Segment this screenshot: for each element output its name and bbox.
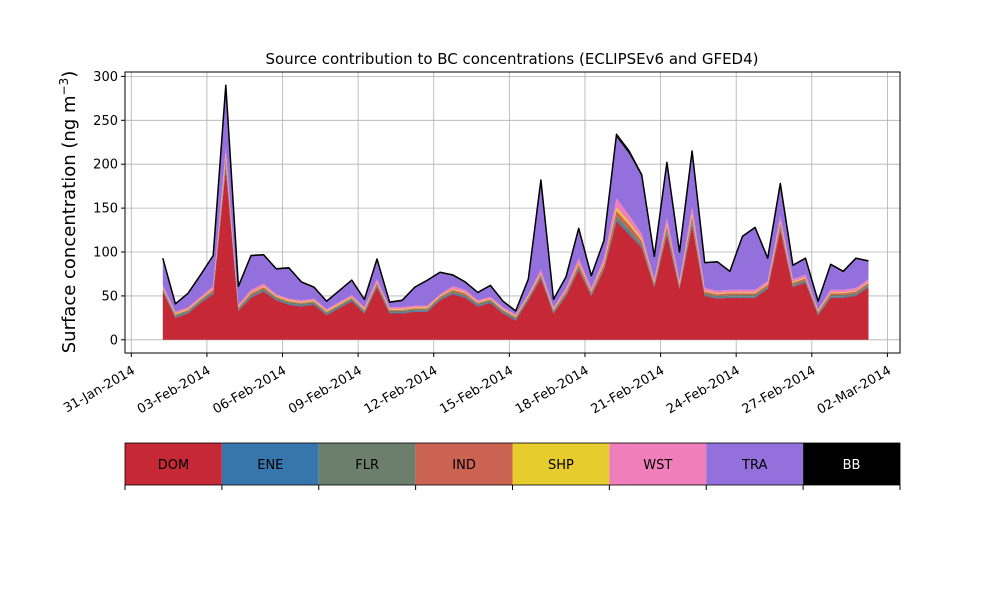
plot-frame xyxy=(124,71,901,354)
y-axis-label: Surface concentration (ng m−3) xyxy=(57,71,80,354)
source-legend: DOM ENE FLR IND SHP WST TRA BB xyxy=(124,442,901,490)
x-tick-label: 18-Feb-2014 xyxy=(513,363,592,417)
x-tick-label: 09-Feb-2014 xyxy=(286,363,365,417)
legend-label-ind: IND xyxy=(452,458,476,473)
y-tick-label: 150 xyxy=(93,202,118,217)
x-tick-label: 12-Feb-2014 xyxy=(362,363,441,417)
y-tick-label: 0 xyxy=(110,333,118,348)
y-axis-label-exponent: −3 xyxy=(57,78,71,96)
x-tick-label: 02-Mar-2014 xyxy=(815,363,894,417)
legend-label-tra: TRA xyxy=(741,458,767,473)
x-tick-label: 21-Feb-2014 xyxy=(589,363,668,417)
y-tick-label: 50 xyxy=(101,289,118,304)
legend-swatch-flr xyxy=(318,443,416,485)
y-tick-label: 100 xyxy=(93,246,118,261)
legend-swatch-bb xyxy=(803,443,900,485)
y-axis-label-close: ) xyxy=(59,71,80,78)
legend-swatch-wst xyxy=(609,443,707,485)
area-tra xyxy=(162,86,869,315)
x-tick-label: 27-Feb-2014 xyxy=(740,363,819,417)
legend-label-dom: DOM xyxy=(158,458,189,473)
y-tick-label: 200 xyxy=(93,158,118,173)
x-tick-label: 24-Feb-2014 xyxy=(664,363,743,417)
legend-swatch-tra xyxy=(706,443,804,485)
stacked-areas xyxy=(162,84,869,340)
area-dom xyxy=(162,168,869,340)
x-tick-label: 31-Jan-2014 xyxy=(61,363,138,416)
chart-title: Source contribution to BC concentrations… xyxy=(265,50,758,68)
legend-swatch-shp xyxy=(512,443,610,485)
legend-label-bb: BB xyxy=(843,458,861,473)
legend-label-ene: ENE xyxy=(257,458,283,473)
total-line xyxy=(162,84,869,312)
y-tick-label: 250 xyxy=(93,114,118,129)
legend-swatch-ind xyxy=(415,443,513,485)
legend-label-flr: FLR xyxy=(355,458,379,473)
legend-swatch-dom xyxy=(125,443,222,485)
x-tick-label: 06-Feb-2014 xyxy=(211,363,290,417)
y-tick-label: 300 xyxy=(93,70,118,85)
legend-label-shp: SHP xyxy=(548,458,574,473)
legend-label-wst: WST xyxy=(643,458,672,473)
legend-swatch-ene xyxy=(221,443,319,485)
x-tick-label: 03-Feb-2014 xyxy=(135,363,214,417)
y-axis-label-text: Surface concentration (ng m xyxy=(59,95,80,353)
x-tick-label: 15-Feb-2014 xyxy=(437,363,516,417)
